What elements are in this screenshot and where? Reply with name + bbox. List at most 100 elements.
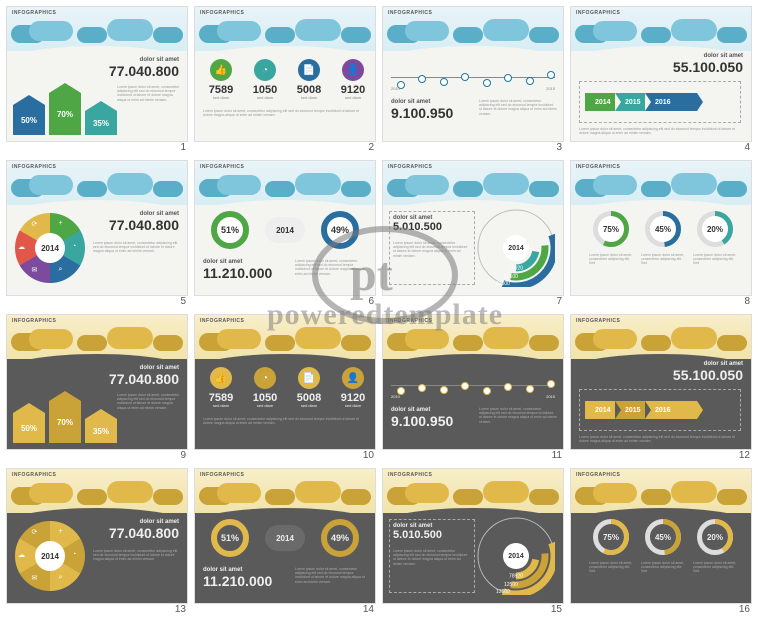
headline-number: 55.100.050 <box>673 59 743 75</box>
donut-segment-icon: ⌕ <box>59 266 63 274</box>
brand-label: INFOGRAPHICS <box>388 164 432 170</box>
svg-text:12500: 12500 <box>504 582 518 588</box>
stat-icon: 👍 <box>210 59 232 81</box>
donut-segment-icon: ☁ <box>18 551 25 559</box>
thumbnail-cell[interactable]: INFOGRAPHICS 2010 2015 dolor sit amet 9.… <box>382 6 564 154</box>
brand-label: INFOGRAPHICS <box>200 472 244 478</box>
stat-label: sed diam <box>257 96 273 101</box>
pct-bubble-right: 49% <box>321 519 359 557</box>
brand-label: INFOGRAPHICS <box>576 318 620 324</box>
headline-number: 77.040.800 <box>109 217 179 233</box>
stat-label: sed diam <box>301 96 317 101</box>
donut-segment-icon: + <box>59 220 63 227</box>
ring-caption: Lorem ipsum dolor sit amet, consectetur … <box>589 253 633 266</box>
stat-column: 👤 9120 sed diam <box>335 59 371 101</box>
svg-text:12500: 12500 <box>496 589 510 595</box>
timeline-point <box>526 385 534 393</box>
slide-thumbnail: INFOGRAPHICS 👍 7589 sed diam ◔ 1050 sed … <box>194 314 376 450</box>
donut-segment-icon: ☁ <box>18 243 25 251</box>
headline-number: 9.100.950 <box>391 413 453 429</box>
center-year: 2014 <box>265 217 305 243</box>
pct-ring: 20% <box>697 211 733 247</box>
timeline: 2010 2015 <box>391 67 555 87</box>
stat-label: sed diam <box>345 96 361 101</box>
stat-label: sed diam <box>257 404 273 409</box>
timeline-point <box>461 73 469 81</box>
house-bar: 50% <box>13 403 45 443</box>
thumbnail-cell[interactable]: INFOGRAPHICS 2014 +◔⌕✉☁⟳ dolor sit amet … <box>6 468 188 616</box>
headline-number: 11.210.000 <box>203 265 272 281</box>
slide-thumbnail: INFOGRAPHICS dolor sit amet 55.100.050 2… <box>570 314 752 450</box>
timeline-point <box>440 386 448 394</box>
lorem-text: Lorem ipsum dolor sit amet, consectetur … <box>479 407 557 424</box>
timeline-point <box>483 79 491 87</box>
slide-number: 4 <box>570 142 752 153</box>
slide-number: 16 <box>570 604 752 615</box>
ring-caption: Lorem ipsum dolor sit amet, consectetur … <box>589 561 633 574</box>
brand-label: INFOGRAPHICS <box>12 164 56 170</box>
svg-text:78920: 78920 <box>509 265 523 271</box>
brand-label: INFOGRAPHICS <box>200 164 244 170</box>
house-bar: 70% <box>49 83 81 135</box>
lorem-text: Lorem ipsum dolor sit amet, consectetur … <box>93 241 181 254</box>
thumbnail-cell[interactable]: INFOGRAPHICS 51% 2014 49% dolor sit amet… <box>194 468 376 616</box>
slide-number: 1 <box>6 142 188 153</box>
brand-label: INFOGRAPHICS <box>200 10 244 16</box>
thumbnail-cell[interactable]: INFOGRAPHICS 👍 7589 sed diam ◔ 1050 sed … <box>194 6 376 154</box>
timeline: 2010 2015 <box>391 375 555 395</box>
lorem-text: Lorem ipsum dolor sit amet, consectetur … <box>117 85 181 102</box>
slide-number: 11 <box>382 450 564 461</box>
timeline-point <box>440 78 448 86</box>
pct-ring: 75% <box>593 519 629 555</box>
thumbnail-cell[interactable]: INFOGRAPHICS dolor sit amet 55.100.050 2… <box>570 6 752 154</box>
stat-column: 📄 5008 sed diam <box>291 367 327 409</box>
lorem-text: Lorem ipsum dolor sit amet, consectetur … <box>295 567 369 584</box>
slide-number: 5 <box>6 296 188 307</box>
slide-thumbnail: INFOGRAPHICS 2010 2015 dolor sit amet 9.… <box>382 6 564 142</box>
donut-segment-icon: ⟳ <box>32 528 38 536</box>
thumbnail-cell[interactable]: INFOGRAPHICS dolor sit amet 55.100.050 2… <box>570 314 752 462</box>
lorem-text: Lorem ipsum dolor sit amet, consectetur … <box>479 99 557 116</box>
pct-bubble-left: 51% <box>211 519 249 557</box>
timeline-point <box>418 384 426 392</box>
timeline-point <box>547 380 555 388</box>
slide-thumbnail: INFOGRAPHICS dolor sit amet 77.040.800 L… <box>6 6 188 142</box>
thumbnail-cell[interactable]: INFOGRAPHICS 👍 7589 sed diam ◔ 1050 sed … <box>194 314 376 462</box>
donut-segment-icon: ⌕ <box>59 574 63 582</box>
ring-caption: Lorem ipsum dolor sit amet, consectetur … <box>693 561 737 574</box>
ring-caption: Lorem ipsum dolor sit amet, consectetur … <box>641 561 685 574</box>
stat-label: sed diam <box>301 404 317 409</box>
headline-number: 5.010.500 <box>393 529 442 541</box>
thumbnail-cell[interactable]: INFOGRAPHICS dolor sit amet 77.040.800 L… <box>6 314 188 462</box>
arrow-year: 2016 <box>645 93 697 111</box>
arrow-year: 2016 <box>645 401 697 419</box>
thumbnail-cell[interactable]: INFOGRAPHICS 2014 +◔⌕✉☁⟳ dolor sit amet … <box>6 160 188 308</box>
headline-number: 9.100.950 <box>391 105 453 121</box>
thumbnail-cell[interactable]: INFOGRAPHICS 75% Lorem ipsum dolor sit a… <box>570 468 752 616</box>
thumbnail-cell[interactable]: INFOGRAPHICS 2010 2015 dolor sit amet 9.… <box>382 314 564 462</box>
timeline-point <box>526 77 534 85</box>
slide-number: 3 <box>382 142 564 153</box>
donut-chart: 2014 +◔⌕✉☁⟳ <box>15 213 85 283</box>
arrow-sequence: 2014 2015 2016 <box>585 93 697 111</box>
timeline-point <box>418 75 426 83</box>
slide-thumbnail: INFOGRAPHICS 75% Lorem ipsum dolor sit a… <box>570 160 752 296</box>
donut-segment-icon: ⟳ <box>32 220 38 228</box>
timeline-point <box>504 74 512 82</box>
slide-thumbnail: INFOGRAPHICS dolor sit amet 77.040.800 L… <box>6 314 188 450</box>
stat-icon: 📄 <box>298 367 320 389</box>
donut-center: 2014 <box>35 233 65 263</box>
stat-column: 📄 5008 sed diam <box>291 59 327 101</box>
donut-segment-icon: ✉ <box>32 574 38 582</box>
thumbnail-cell[interactable]: INFOGRAPHICS 75% Lorem ipsum dolor sit a… <box>570 160 752 308</box>
thumbnail-cell[interactable]: INFOGRAPHICS dolor sit amet 77.040.800 L… <box>6 6 188 154</box>
house-bar: 50% <box>13 95 45 135</box>
ring-caption: Lorem ipsum dolor sit amet, consectetur … <box>641 253 685 266</box>
svg-text:78920: 78920 <box>509 573 523 579</box>
stat-icon: ◔ <box>254 59 276 81</box>
timeline-point <box>504 383 512 391</box>
center-year: 2014 <box>265 525 305 551</box>
radial-chart: 125001250078920 2014 <box>477 517 555 595</box>
thumbnail-cell[interactable]: INFOGRAPHICS dolor sit amet 5.010.500 Lo… <box>382 468 564 616</box>
slide-thumbnail: INFOGRAPHICS 2014 +◔⌕✉☁⟳ dolor sit amet … <box>6 160 188 296</box>
